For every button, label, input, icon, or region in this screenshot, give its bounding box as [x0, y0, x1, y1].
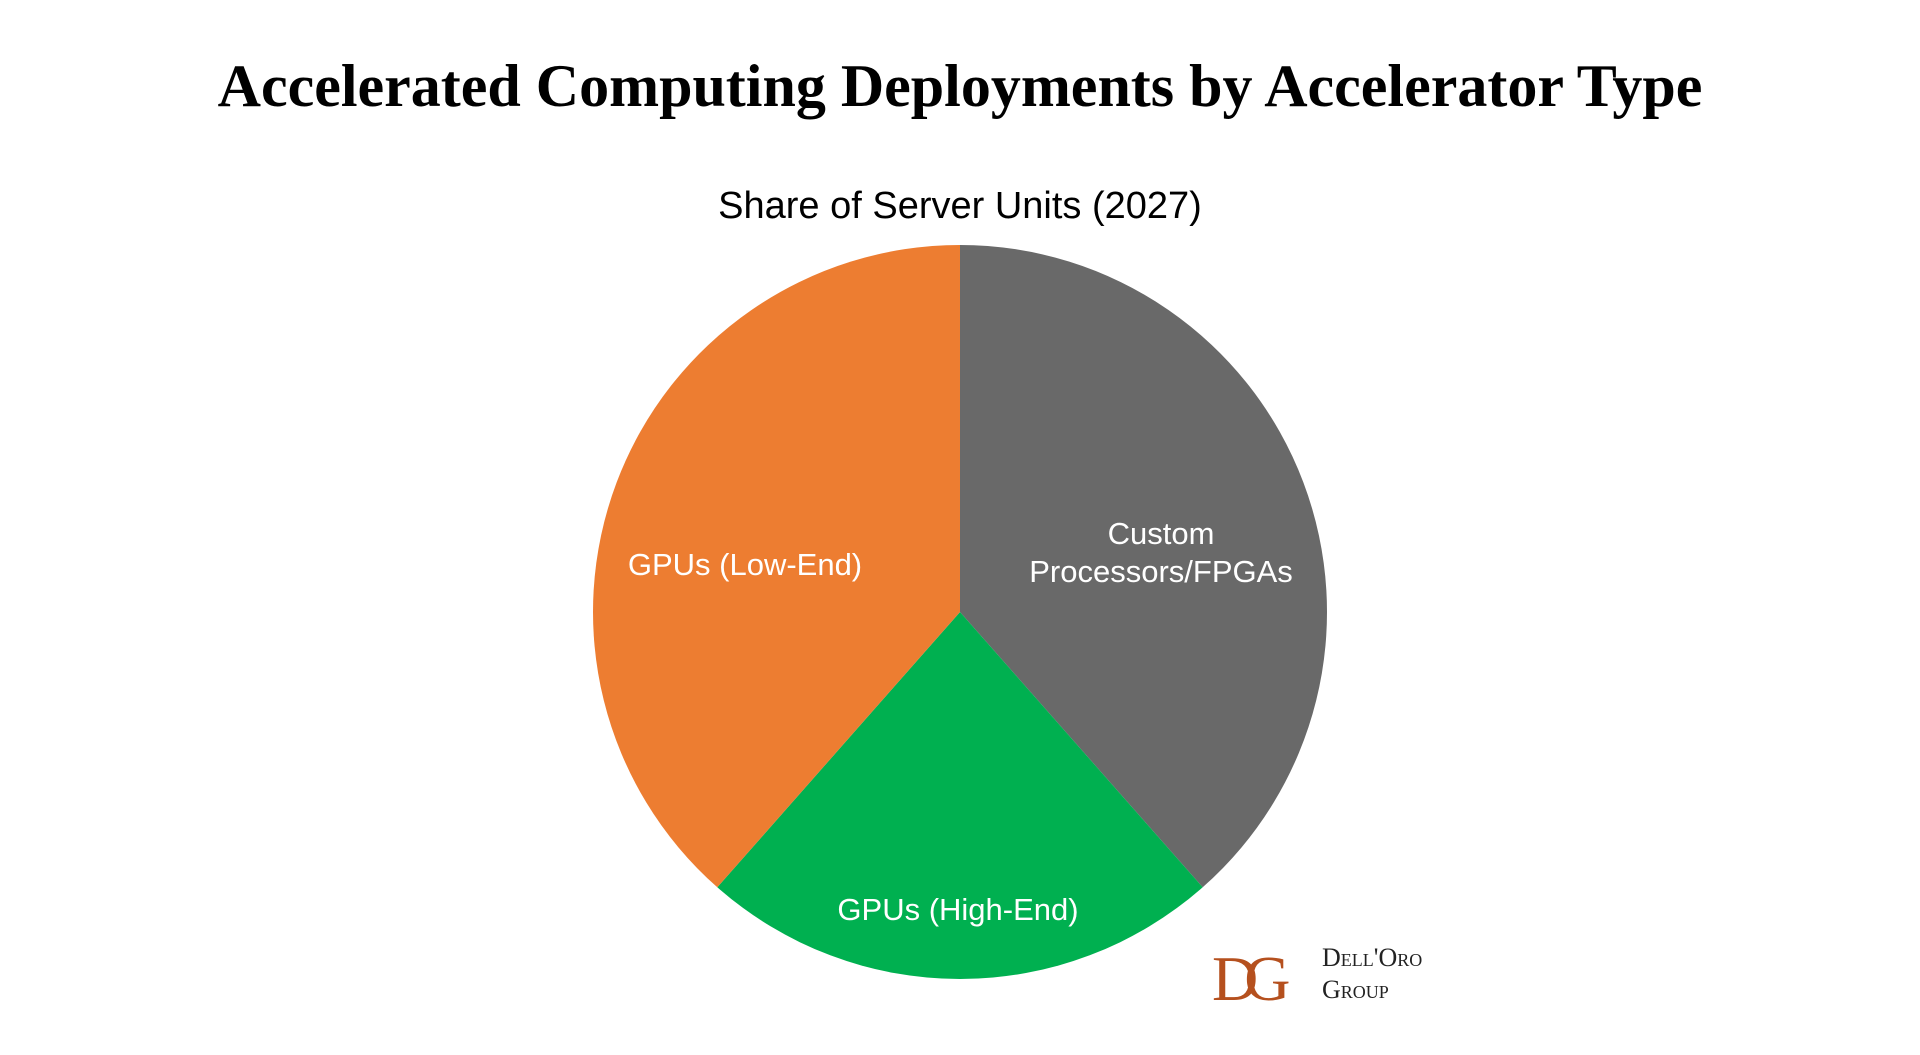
slice-label: GPUs (Low-End): [627, 547, 863, 582]
chart-subtitle: Share of Server Units (2027): [718, 185, 1202, 227]
slice-label: Custom Processors/FPGAs: [1029, 516, 1293, 589]
logo-text: Group: [1322, 975, 1389, 1004]
pie-slice: [717, 612, 1203, 979]
pie-slice: [960, 245, 1328, 888]
logo-mark: DG: [1212, 943, 1289, 1014]
logo-text: Dell'Oro: [1322, 943, 1422, 972]
pie: [592, 245, 1328, 979]
pie-slice: [592, 245, 960, 888]
slice-label: GPUs (High-End): [837, 892, 1079, 927]
chart-title: Accelerated Computing Deployments by Acc…: [218, 53, 1703, 119]
